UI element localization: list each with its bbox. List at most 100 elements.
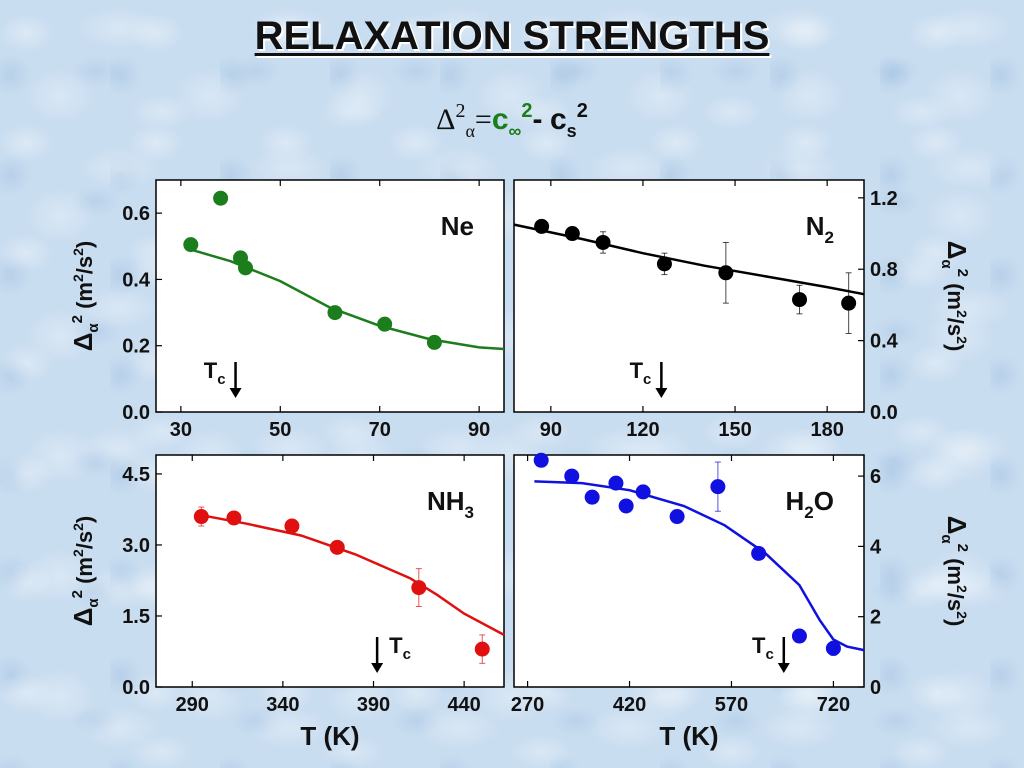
y-tick-label: 6 — [870, 466, 881, 488]
x-tick-label: 440 — [447, 694, 480, 716]
y-tick-label: 0.4 — [122, 269, 151, 291]
y-tick-label: 0.0 — [122, 677, 150, 699]
x-tick-label: 570 — [715, 694, 748, 716]
tc-arrow-head — [229, 388, 242, 398]
x-tick-label: 90 — [468, 419, 490, 441]
formula-equals: = — [474, 103, 492, 136]
x-tick-label: 390 — [357, 694, 390, 716]
chart-h2o: 270 420 570 720 0 2 4 6 Δα2 (m2/s2) T (K) H2O Tc — [511, 452, 972, 751]
y-tick-label: 0 — [870, 677, 881, 699]
data-point-n2 — [564, 226, 580, 242]
formula-c-s-exponent: 2 — [576, 100, 588, 122]
data-point-n2 — [534, 218, 550, 234]
data-point-ne — [426, 334, 442, 350]
y-tick-label: 0.8 — [870, 259, 898, 281]
tc-arrow-head — [655, 388, 668, 398]
fit-curve-n2 — [513, 223, 865, 296]
data-point-n2 — [595, 234, 611, 250]
data-point-h2o — [564, 468, 580, 484]
data-point-nh3 — [193, 509, 209, 525]
formula-delta-subscript: α — [465, 121, 475, 141]
data-point-nh3 — [226, 510, 242, 526]
y-axis-label: Δα2 (m2/s2) — [938, 516, 972, 627]
x-tick-label: 420 — [613, 694, 646, 716]
data-point-h2o — [608, 475, 624, 491]
tc-arrow-head — [371, 663, 384, 673]
data-point-nh3 — [411, 580, 427, 596]
formula-s-subscript: s — [566, 121, 577, 141]
species-label-n2: N2 — [806, 211, 834, 247]
tc-label: Tc — [204, 358, 226, 388]
x-tick-label: 720 — [817, 694, 850, 716]
tc-label: Tc — [389, 633, 411, 663]
y-tick-label: 1.5 — [122, 606, 150, 628]
y-tick-label: 0.0 — [122, 402, 150, 424]
y-tick-label: 4 — [870, 536, 882, 558]
data-point-h2o — [618, 498, 634, 514]
y-axis-label: Δα2 (m2/s2) — [938, 241, 972, 352]
formula-c-infinity-exponent: 2 — [521, 100, 533, 122]
x-tick-label: 50 — [269, 419, 291, 441]
x-tick-label: 120 — [626, 419, 659, 441]
tc-label: Tc — [752, 633, 774, 663]
species-label-h2o: H2O — [786, 486, 834, 522]
formula-minus: - — [532, 103, 543, 136]
data-point-ne — [183, 237, 199, 253]
data-point-nh3 — [284, 518, 300, 534]
plot-area-ne — [155, 179, 505, 413]
x-tick-label: 180 — [810, 419, 843, 441]
data-point-n2 — [718, 265, 734, 281]
data-point-h2o — [710, 479, 726, 495]
data-point-ne — [377, 316, 393, 332]
plot-area-h2o — [513, 454, 865, 688]
tc-arrow-head — [777, 663, 790, 673]
x-tick-label: 290 — [176, 694, 209, 716]
x-axis-label: T (K) — [300, 721, 359, 751]
plot-area-nh3 — [155, 454, 505, 688]
formula-delta: Δ — [436, 103, 456, 136]
fit-curve-nh3 — [195, 512, 505, 637]
data-point-h2o — [751, 545, 767, 561]
y-tick-label: 0.2 — [122, 336, 150, 358]
data-point-h2o — [533, 452, 549, 468]
x-tick-label: 150 — [718, 419, 751, 441]
formula-infinity-subscript: ∞ — [508, 121, 522, 141]
x-tick-label: 340 — [266, 694, 299, 716]
data-point-h2o — [669, 509, 685, 525]
y-tick-label: 0.4 — [870, 331, 899, 353]
chart-ne: 30 50 70 90 0.0 0.2 0.4 0.6 Δα2 (m2/s2) Ne Tc — [68, 179, 505, 441]
formula-c-s: c — [549, 103, 567, 136]
y-axis-label: Δα2 (m2/s2) — [68, 241, 102, 352]
tc-label: Tc — [630, 358, 652, 388]
x-tick-label: 30 — [170, 419, 192, 441]
slide-title: RELAXATION STRENGTHS — [254, 14, 770, 58]
x-axis-label: T (K) — [659, 721, 718, 751]
data-point-n2 — [841, 295, 857, 311]
data-point-ne — [237, 260, 253, 276]
y-tick-label: 3.0 — [122, 535, 150, 557]
y-tick-label: 0.6 — [122, 203, 150, 225]
x-tick-label: 70 — [369, 419, 391, 441]
data-point-ne — [327, 305, 343, 321]
data-point-nh3 — [474, 641, 490, 657]
data-point-h2o — [791, 628, 807, 644]
species-label-nh3: NH3 — [427, 486, 474, 522]
y-axis-label: Δα2 (m2/s2) — [68, 516, 102, 627]
formula-delta-exponent: 2 — [455, 100, 466, 122]
data-point-ne — [213, 190, 229, 206]
data-point-h2o — [584, 489, 600, 505]
data-point-h2o — [825, 640, 841, 656]
x-tick-label: 270 — [511, 694, 544, 716]
chart-n2: 90 120 150 180 0.0 0.4 0.8 1.2 Δα2 (m2/s2) N2 Tc — [513, 179, 972, 441]
y-tick-label: 1.2 — [870, 188, 898, 210]
chart-nh3: 290 340 390 440 0.0 1.5 3.0 4.5 Δα2 (m2/s2) T (K)… — [68, 454, 505, 751]
data-point-nh3 — [329, 539, 345, 555]
y-tick-label: 4.5 — [122, 464, 150, 486]
species-label-ne: Ne — [441, 211, 474, 241]
x-tick-label: 90 — [540, 419, 562, 441]
data-point-h2o — [635, 484, 651, 500]
y-tick-label: 0.0 — [870, 402, 898, 424]
relaxation-formula: Δ2α=c∞2- cs2 — [0, 100, 1024, 142]
y-tick-label: 2 — [870, 607, 881, 629]
